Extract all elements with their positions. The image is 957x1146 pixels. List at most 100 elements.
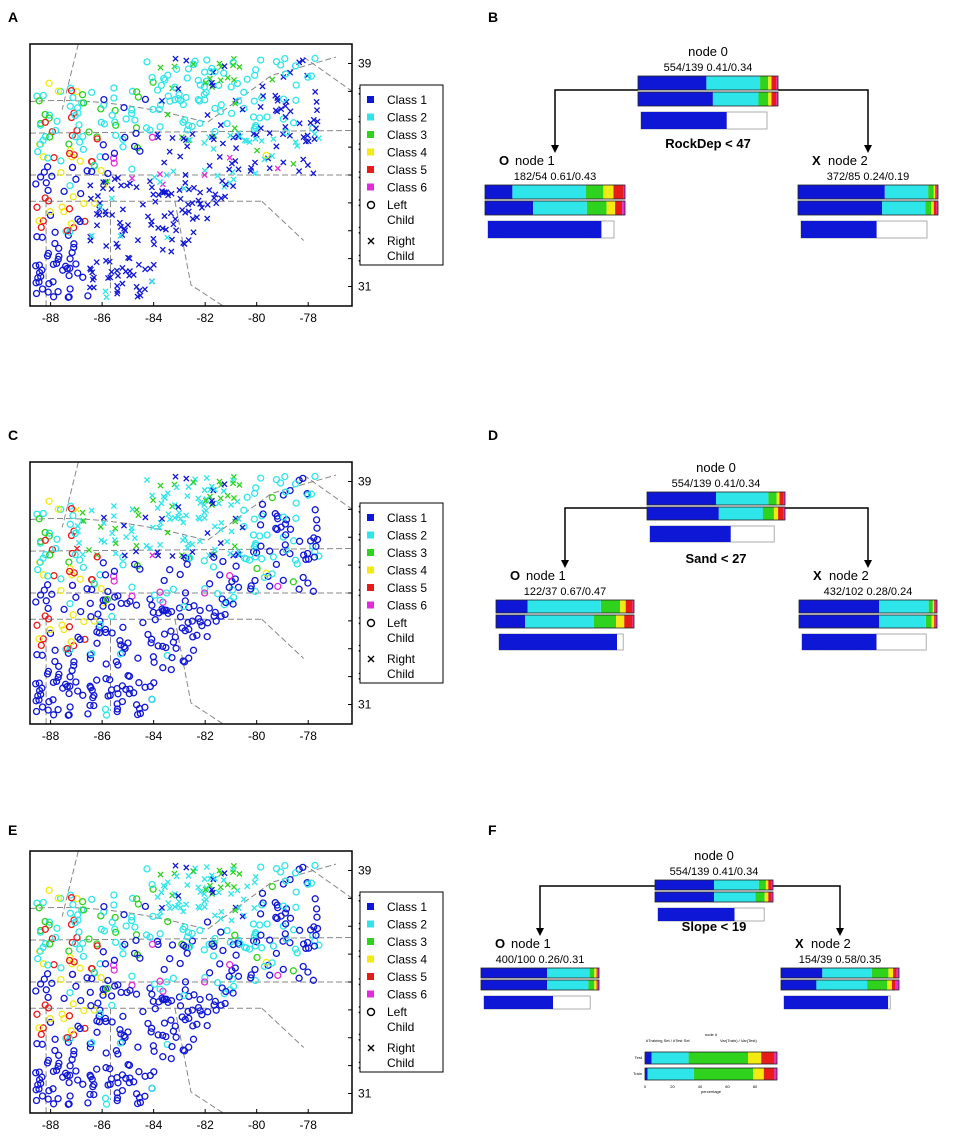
data-point (126, 986, 134, 995)
data-point (311, 130, 318, 137)
data-point (117, 232, 124, 240)
data-point (38, 703, 47, 711)
data-point (53, 924, 61, 932)
data-point (100, 520, 107, 527)
data-point (134, 1043, 142, 1051)
legend-left-child-icon (366, 200, 376, 210)
legend-right-child: Right (387, 652, 416, 666)
data-point (160, 606, 169, 614)
legend-marker-6 (367, 601, 374, 609)
panel-label-B: B (488, 9, 498, 25)
map-panel-c: -88-86-84-82-80-78393837363534333231Clas… (29, 461, 444, 743)
data-point (157, 64, 164, 71)
data-point (231, 543, 238, 550)
data-point (67, 220, 75, 228)
accuracy-bar-fill (641, 112, 727, 129)
data-point (41, 528, 49, 537)
data-point (157, 519, 164, 526)
data-point (195, 495, 202, 502)
data-point (259, 899, 267, 907)
legend-marker-5 (367, 584, 374, 591)
data-point (306, 926, 315, 934)
test-bar-segment (655, 892, 714, 902)
state-border (29, 863, 337, 931)
data-point (221, 63, 228, 70)
data-point (183, 901, 190, 908)
data-point (180, 519, 187, 526)
data-point (39, 898, 47, 907)
data-point (44, 604, 52, 613)
data-point (204, 201, 211, 208)
state-border (303, 863, 353, 899)
data-point (65, 689, 73, 698)
data-point (65, 205, 74, 213)
data-point (160, 630, 169, 638)
data-point (211, 194, 218, 202)
data-point (295, 926, 304, 934)
data-point (70, 658, 78, 666)
data-point (185, 1043, 193, 1051)
data-point (97, 925, 105, 933)
data-point (202, 497, 209, 504)
data-point (266, 936, 274, 944)
data-point (99, 141, 107, 149)
data-point (90, 1090, 98, 1099)
node-stats: 554/139 0.41/0.34 (672, 478, 761, 490)
data-point (51, 228, 59, 236)
data-point (185, 483, 192, 490)
data-point (227, 109, 236, 118)
data-point (39, 217, 47, 225)
data-point (190, 184, 198, 191)
data-point (158, 904, 166, 911)
data-point (181, 627, 189, 635)
data-point (222, 598, 230, 607)
data-point (65, 947, 73, 955)
data-point (93, 1028, 101, 1036)
data-point (126, 685, 134, 693)
data-point (158, 97, 166, 104)
data-point (219, 946, 227, 955)
legend-label-4: Class 4 (387, 564, 427, 578)
data-point (280, 159, 287, 166)
data-point (104, 587, 112, 596)
data-point (305, 138, 312, 145)
data-point (313, 107, 321, 114)
data-point (80, 1006, 88, 1015)
data-point (32, 598, 40, 606)
data-point (112, 131, 120, 140)
train-bar-outline (654, 879, 774, 891)
data-point (232, 562, 240, 570)
data-point (143, 542, 150, 549)
data-point (134, 237, 141, 244)
data-point (110, 577, 118, 585)
test-bar-segment (816, 980, 868, 990)
data-point (200, 946, 208, 954)
data-point (236, 551, 243, 558)
data-point (119, 950, 127, 958)
data-point (239, 524, 246, 531)
data-point (111, 176, 118, 183)
data-point (71, 551, 79, 559)
data-point (134, 93, 143, 101)
data-point (276, 61, 285, 69)
legend-label-1: Class 1 (387, 900, 427, 914)
data-point (36, 140, 44, 148)
data-point (52, 259, 61, 268)
data-point (196, 904, 203, 912)
data-point (110, 159, 118, 167)
data-point (253, 953, 261, 962)
test-bar-segment (606, 201, 616, 215)
data-point (57, 586, 65, 595)
data-point (272, 560, 281, 569)
data-point (39, 1024, 47, 1032)
y-tick-label: 39 (358, 864, 372, 878)
data-point (99, 185, 107, 192)
data-point (32, 289, 41, 298)
data-point (216, 867, 223, 874)
key-bar-segment (647, 1068, 694, 1080)
data-point (83, 585, 91, 593)
data-point (162, 226, 169, 233)
data-point (203, 496, 210, 503)
data-point (102, 675, 110, 683)
data-point (161, 495, 168, 502)
